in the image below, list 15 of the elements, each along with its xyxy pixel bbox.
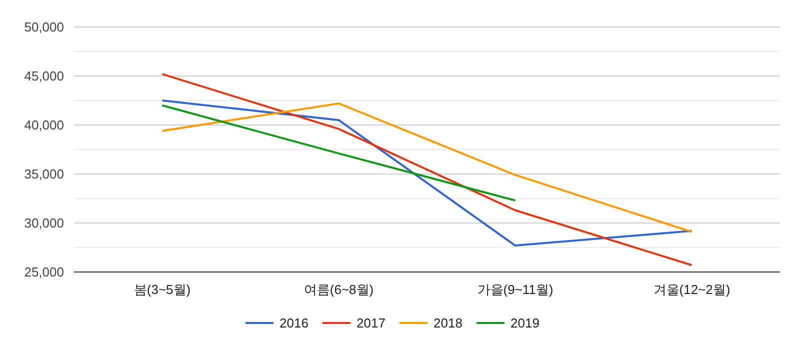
y-tick-label: 35,000 <box>24 166 64 182</box>
x-tick-label: 여름(6~8월) <box>304 282 374 297</box>
y-tick-label: 40,000 <box>24 118 64 133</box>
y-tick-label: 45,000 <box>24 68 64 84</box>
y-tick-label: 25,000 <box>24 264 64 280</box>
x-tick-label: 봄(3~5월) <box>134 282 191 297</box>
legend-label: 2019 <box>510 316 540 331</box>
legend-label: 2016 <box>280 316 308 331</box>
legend-label: 2017 <box>356 316 386 331</box>
y-tick-label: 50,000 <box>24 20 64 35</box>
x-tick-label: 가을(9~11월) <box>477 282 554 297</box>
line-series <box>161 73 693 266</box>
legend-label: 2018 <box>434 316 462 331</box>
x-tick-label: 겨울(12~2월) <box>653 282 730 297</box>
y-tick-label: 30,000 <box>24 216 64 231</box>
